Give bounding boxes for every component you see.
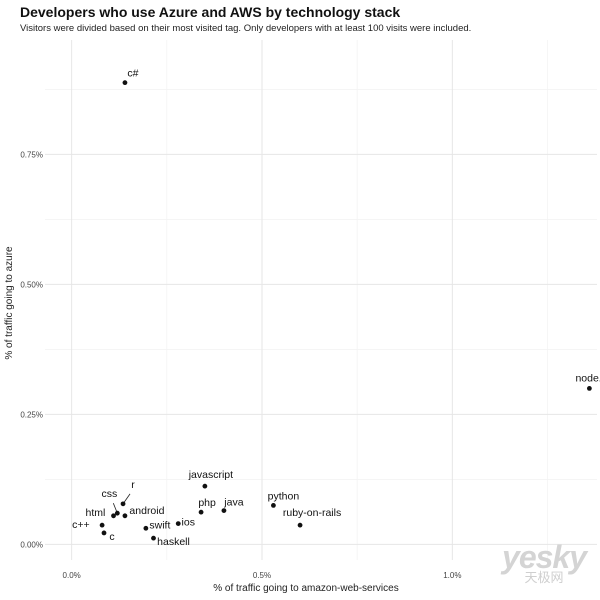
point-c- <box>99 522 105 528</box>
label-c-: c++ <box>72 519 90 531</box>
point-node-js <box>586 386 592 391</box>
tick-labels: 0.0% 0.5% 1.0% 0.00% 0.25% 0.50% 0.75% <box>20 150 461 580</box>
point-r <box>120 501 126 507</box>
point-ruby-on-rails <box>297 522 303 528</box>
x-tick-label: 1.0% <box>443 571 461 580</box>
label-css: css <box>101 488 117 500</box>
watermark-logo: yesky 天极网 <box>502 539 587 586</box>
y-tick-label: 0.75% <box>20 150 43 159</box>
label-ios: ios <box>182 517 195 529</box>
label-ruby-on-rails: ruby-on-rails <box>283 507 341 519</box>
point-python <box>271 503 276 508</box>
point-php <box>198 509 204 515</box>
chart-subtitle: Visitors were divided based on their mos… <box>20 23 472 34</box>
point-c <box>101 530 107 536</box>
point-ios <box>175 521 181 526</box>
gridlines <box>45 40 597 560</box>
label-php: php <box>198 497 216 509</box>
x-tick-label: 0.5% <box>253 571 271 580</box>
label-r: r <box>131 479 135 491</box>
x-axis-label: % of traffic going to amazon-web-service… <box>213 583 398 594</box>
label-html: html <box>86 507 106 519</box>
chart-title: Developers who use Azure and AWS by tech… <box>20 4 401 20</box>
y-axis-label: % of traffic going to azure <box>4 246 15 360</box>
y-tick-label: 0.25% <box>20 410 43 419</box>
label-java: java <box>223 497 243 509</box>
point-android <box>122 513 128 519</box>
y-tick-label: 0.50% <box>20 280 43 289</box>
data-points <box>99 80 592 541</box>
point-swift <box>143 525 149 531</box>
point-css <box>114 510 120 516</box>
watermark-subtext: 天极网 <box>524 571 564 586</box>
label-swift: swift <box>149 519 170 531</box>
label-c: c <box>109 531 114 543</box>
point-html <box>111 513 116 519</box>
label-python: python <box>268 490 300 502</box>
label-haskell: haskell <box>157 536 190 548</box>
label-node-js: node.js <box>575 372 600 384</box>
y-tick-label: 0.00% <box>20 540 43 549</box>
point-java <box>221 508 227 513</box>
watermark-text: yesky <box>502 539 587 575</box>
point-javascript <box>202 483 208 489</box>
label-android: android <box>129 505 164 517</box>
label-c-: c# <box>127 68 138 80</box>
point-haskell <box>151 535 156 541</box>
label-javascript: javascript <box>188 469 233 481</box>
x-tick-label: 0.0% <box>63 571 81 580</box>
point-c- <box>122 80 128 86</box>
